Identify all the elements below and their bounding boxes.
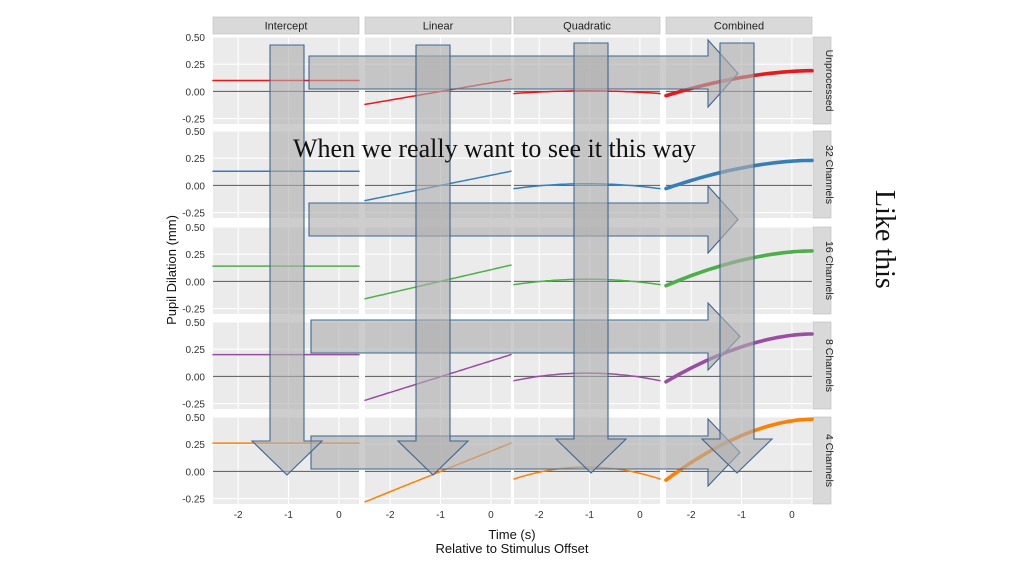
facet-row-label: Unprocessed [823, 50, 835, 112]
y-tick-label: 0.50 [186, 33, 206, 44]
facet-row-label: 8 Channels [823, 339, 835, 392]
facet-strip-row [812, 416, 832, 505]
side-caption: Like this [869, 190, 900, 289]
facet-column-label: Intercept [265, 21, 308, 33]
x-tick-label: -2 [234, 510, 243, 521]
y-axis-title: Pupil Dilation (mm) [164, 215, 179, 325]
y-tick-label: -0.25 [182, 400, 205, 411]
facet-row-label: 16 Channels [823, 241, 835, 300]
facet-strip-linear [364, 16, 512, 35]
facet-column-label: Combined [714, 21, 764, 33]
facet-strip-row [812, 36, 832, 125]
y-tick-label: 0.00 [186, 181, 206, 192]
right-arrow [310, 417, 741, 488]
facet-column-label: Quadratic [563, 21, 611, 33]
x-tick-label: -2 [386, 510, 395, 521]
y-tick-label: 0.00 [186, 277, 206, 288]
y-tick-label: -0.25 [182, 115, 205, 126]
y-tick-label: 0.25 [186, 250, 206, 261]
y-tick-label: 0.00 [186, 467, 206, 478]
down-arrow [554, 42, 628, 474]
down-arrow [700, 42, 774, 474]
x-tick-label: 0 [336, 510, 342, 521]
y-tick-label: 0.00 [186, 87, 206, 98]
x-tick-label: 0 [637, 510, 643, 521]
y-tick-label: 0.25 [186, 154, 206, 165]
y-tick-label: 0.25 [186, 440, 206, 451]
y-tick-label: 0.25 [186, 60, 206, 71]
x-tick-label: -1 [737, 510, 746, 521]
y-tick-label: -0.25 [182, 209, 205, 220]
y-tick-label: 0.25 [186, 345, 206, 356]
x-tick-label: -2 [535, 510, 544, 521]
x-tick-label: 0 [789, 510, 795, 521]
facet-row-label: 32 Channels [823, 145, 835, 204]
facet-strip-quadratic [513, 16, 661, 35]
facet-row-label: 4 Channels [823, 434, 835, 487]
facet-strip-row [812, 130, 832, 219]
facet-strip-combined [665, 16, 813, 35]
y-tick-label: 0.00 [186, 372, 206, 383]
x-axis-title: Time (s) [488, 527, 535, 542]
y-tick-label: -0.25 [182, 495, 205, 506]
y-tick-label: 0.50 [186, 127, 206, 138]
x-tick-label: -2 [687, 510, 696, 521]
x-tick-label: -1 [284, 510, 293, 521]
x-axis-subtitle: Relative to Stimulus Offset [436, 541, 589, 556]
down-arrow [396, 44, 470, 476]
x-tick-label: -1 [436, 510, 445, 521]
facet-column-label: Linear [423, 21, 454, 33]
y-tick-label: 0.50 [186, 413, 206, 424]
facet-strip-row [812, 226, 832, 315]
down-arrow [250, 44, 324, 476]
x-tick-label: 0 [488, 510, 494, 521]
y-tick-label: 0.50 [186, 223, 206, 234]
facet-strip-intercept [212, 16, 360, 35]
overlay-caption: When we really want to see it this way [293, 134, 696, 163]
y-tick-label: 0.50 [186, 318, 206, 329]
facet-strip-row [812, 321, 832, 410]
x-tick-label: -1 [585, 510, 594, 521]
y-tick-label: -0.25 [182, 305, 205, 316]
